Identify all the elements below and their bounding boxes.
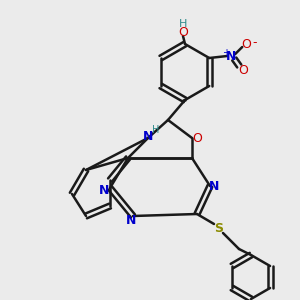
Text: N: N [99, 184, 109, 196]
Text: H: H [179, 19, 187, 29]
Text: +: + [222, 48, 230, 58]
Text: N: N [143, 130, 153, 143]
Text: H: H [152, 125, 160, 135]
Text: N: N [226, 50, 236, 62]
Text: N: N [126, 214, 136, 227]
Text: O: O [241, 38, 251, 50]
Text: S: S [214, 223, 224, 236]
Text: N: N [209, 179, 219, 193]
Text: O: O [238, 64, 248, 76]
Text: O: O [192, 131, 202, 145]
Text: -: - [252, 37, 256, 50]
Text: O: O [178, 26, 188, 40]
